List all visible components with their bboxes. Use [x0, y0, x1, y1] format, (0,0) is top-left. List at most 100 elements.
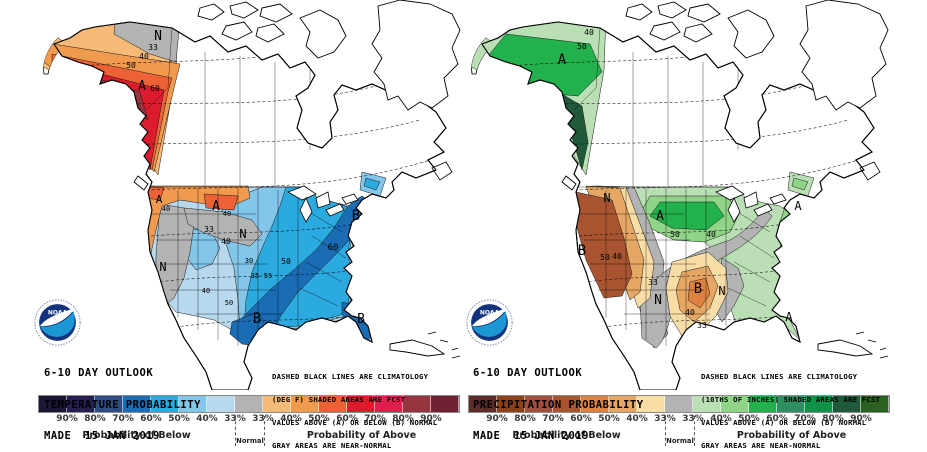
- legend-cell: [609, 396, 637, 412]
- legend-cell: [637, 396, 665, 412]
- legend-cell: [291, 396, 319, 412]
- map-label-N: N: [154, 29, 162, 44]
- legend-cell: [151, 396, 179, 412]
- colorbar: [38, 395, 460, 413]
- legend-cell: [347, 396, 375, 412]
- map-label-A: A: [138, 79, 146, 94]
- legend-tick-label: 40%: [626, 414, 648, 424]
- disclaimer-line: (DEG F) SHADED AREAS ARE FCST: [272, 394, 406, 404]
- map-label-B: B: [253, 311, 261, 327]
- legend-tick-label: 90%: [56, 414, 78, 424]
- map-label-30: 30: [245, 257, 253, 265]
- map-label-A: A: [156, 193, 163, 206]
- map-label-40: 40: [584, 28, 594, 37]
- legend-tick-label: 70%: [364, 414, 386, 424]
- legend-cell: [833, 396, 861, 412]
- map-label-33: 33: [648, 278, 658, 287]
- map-label-33: 33: [697, 321, 707, 330]
- map-label-55: 55: [264, 272, 272, 280]
- disclaimer-line: VALUES ABOVE (A) OR BELOW (B) NORMAL: [701, 417, 867, 427]
- map-label-N: N: [718, 284, 725, 298]
- map-label-50: 50: [126, 61, 136, 70]
- legend-cell: [179, 396, 207, 412]
- legend-cell: [861, 396, 889, 412]
- legend-cell: [665, 396, 693, 412]
- map-label-A: A: [212, 199, 220, 214]
- legend-tick-label: 50%: [168, 414, 190, 424]
- map-label-N: N: [159, 260, 166, 274]
- legend-cell: [805, 396, 833, 412]
- legend-tick-label: 50%: [738, 414, 760, 424]
- legend-tick-label: 33%: [252, 414, 274, 424]
- legend-tick-label: 33%: [654, 414, 676, 424]
- colorbar-ticks: 90% 80% 70% 60% 50% 40% 33% 33% 40% 50% 60% 70% 80% 9…: [468, 414, 890, 425]
- map-label-50: 50: [670, 230, 680, 239]
- legend-cell: [693, 396, 721, 412]
- legend-tick-label: 40%: [196, 414, 218, 424]
- map-label-60: 60: [328, 243, 339, 253]
- legend-cell: [553, 396, 581, 412]
- legend-cell: [235, 396, 263, 412]
- map-title: 6-10 DAY OUTLOOK PRECIPITATION PROBABILI…: [473, 347, 644, 452]
- legend-cell: [95, 396, 123, 412]
- legend-tick-label: 33%: [682, 414, 704, 424]
- legend-tick-label: 80%: [514, 414, 536, 424]
- legend-cell: [67, 396, 95, 412]
- legend-cell: [207, 396, 235, 412]
- temperature-outlook-panel: N 33 40 50 A 60 A 40 A 40 N 33 N 40 30 35 55 40 50 50 60 B B B …: [0, 0, 463, 452]
- disclaimer-line: (10THS OF INCHES) SHADED AREAS ARE FCST: [701, 394, 881, 404]
- disclaimer-line: VALUES ABOVE (A) OR BELOW (B) NORMAL: [272, 417, 438, 427]
- noaa-logo: NOAA: [466, 299, 513, 346]
- map-title: 6-10 DAY OUTLOOK TEMPERATURE PROBABILITY…: [44, 347, 208, 452]
- precipitation-colorbar-legend: 90% 80% 70% 60% 50% 40% 33% 33% 40% 50% 60% 70% 80% 9…: [468, 395, 890, 449]
- legend-cell: [469, 396, 497, 412]
- title-line: MADE 15 JAN 2019: [473, 430, 589, 442]
- temperature-colorbar-legend: 90% 80% 70% 60% 50% 40% 33% 33% 40% 50% 60% 70% 80% 9…: [38, 395, 460, 449]
- map-label-40: 40: [162, 205, 170, 213]
- map-label-60: 60: [150, 84, 160, 93]
- precipitation-outlook-panel: 40 50 A N B 50 40 A 50 40 33 N B 40 33 N A A NOAA 6-10 DA…: [464, 0, 927, 452]
- map-label-N: N: [654, 293, 662, 308]
- legend-tick-label: 50%: [598, 414, 620, 424]
- map-label-B: B: [357, 312, 365, 327]
- colorbar-captions: Probability of Below Normal Probability …: [38, 416, 460, 446]
- normal-range-marker: Normal: [235, 416, 265, 446]
- map-label-N: N: [603, 191, 610, 205]
- legend-cell: [777, 396, 805, 412]
- map-label-B: B: [352, 208, 360, 224]
- noaa-logo-text: NOAA: [48, 310, 68, 317]
- normal-label: Normal: [666, 437, 694, 445]
- map-disclaimer: DASHED BLACK LINES ARE CLIMATOLOGY (10TH…: [701, 358, 880, 452]
- map-disclaimer: DASHED BLACK LINES ARE CLIMATOLOGY (DEG …: [272, 358, 437, 452]
- disclaimer-line: DASHED BLACK LINES ARE CLIMATOLOGY: [272, 372, 429, 382]
- map-label-B: B: [578, 243, 586, 259]
- legend-cell: [525, 396, 553, 412]
- title-line: MADE 15 JAN 2019: [44, 430, 160, 442]
- noaa-logo: NOAA: [34, 299, 81, 346]
- legend-cell: [263, 396, 291, 412]
- disclaimer-line: GRAY AREAS ARE NEAR-NORMAL: [272, 440, 392, 450]
- legend-tick-label: 80%: [822, 414, 844, 424]
- map-label-33: 33: [204, 225, 214, 234]
- map-label-A: A: [794, 199, 802, 213]
- legend-cell: [497, 396, 525, 412]
- noaa-logo-text: NOAA: [480, 310, 500, 317]
- legend-cell: [431, 396, 459, 412]
- legend-tick-label: 60%: [570, 414, 592, 424]
- colorbar-captions: Probability of Below Normal Probability …: [468, 416, 890, 446]
- map-label-50: 50: [281, 257, 291, 266]
- title-line: 6-10 DAY OUTLOOK: [44, 367, 154, 379]
- map-label-40: 40: [706, 230, 716, 239]
- map-label-40: 40: [221, 237, 231, 246]
- map-label-A: A: [558, 52, 567, 68]
- legend-cell: [581, 396, 609, 412]
- map-label-33: 33: [148, 43, 158, 52]
- legend-tick-label: 33%: [224, 414, 246, 424]
- probability-above-label: Probability of Above: [306, 430, 417, 441]
- map-label-50: 50: [600, 253, 610, 262]
